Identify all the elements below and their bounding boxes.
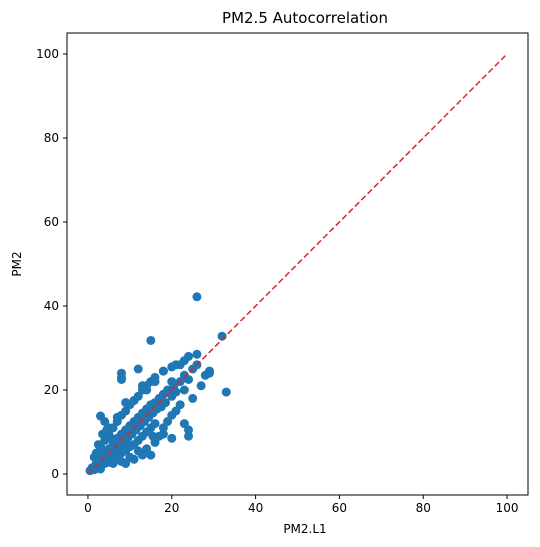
data-point bbox=[192, 349, 202, 359]
data-point bbox=[129, 454, 139, 464]
data-point bbox=[175, 400, 185, 410]
data-point bbox=[121, 459, 131, 468]
data-point bbox=[102, 425, 112, 435]
y-tick-label: 60 bbox=[44, 215, 59, 229]
x-tick-label: 0 bbox=[84, 501, 92, 515]
data-point bbox=[106, 433, 116, 443]
data-point bbox=[158, 366, 168, 376]
data-point bbox=[116, 375, 126, 384]
data-point bbox=[167, 377, 177, 387]
data-point bbox=[179, 385, 189, 395]
y-tick-label: 20 bbox=[44, 383, 59, 397]
y-axis-label: PM2 bbox=[10, 251, 24, 276]
data-point bbox=[148, 431, 158, 441]
data-point bbox=[146, 335, 156, 345]
x-axis: 0 20 40 60 80 100 bbox=[84, 495, 518, 515]
data-point bbox=[184, 425, 194, 435]
x-tick-label: 100 bbox=[496, 501, 519, 515]
x-tick-label: 40 bbox=[248, 501, 263, 515]
chart-title: PM2.5 Autocorrelation bbox=[222, 9, 388, 27]
scatter-points bbox=[85, 292, 231, 476]
x-axis-label: PM2.L1 bbox=[283, 522, 326, 536]
data-point bbox=[160, 398, 170, 408]
data-point bbox=[188, 393, 198, 403]
y-tick-label: 40 bbox=[44, 299, 59, 313]
data-point bbox=[184, 431, 194, 441]
data-point bbox=[221, 387, 231, 397]
data-point bbox=[196, 381, 206, 391]
data-point bbox=[142, 385, 152, 395]
data-point bbox=[137, 450, 147, 460]
x-tick-label: 20 bbox=[164, 501, 179, 515]
data-point bbox=[89, 452, 99, 462]
y-tick-label: 80 bbox=[44, 131, 59, 145]
data-point bbox=[217, 331, 227, 341]
data-point bbox=[129, 396, 139, 405]
reference-line-group bbox=[87, 53, 508, 475]
data-point bbox=[192, 292, 202, 302]
data-point bbox=[146, 450, 156, 460]
data-point bbox=[204, 368, 214, 378]
data-point bbox=[93, 440, 103, 450]
y-tick-label: 0 bbox=[51, 467, 59, 481]
x-tick-label: 60 bbox=[332, 501, 347, 515]
data-point bbox=[167, 433, 177, 443]
data-point bbox=[171, 387, 181, 397]
data-point bbox=[175, 360, 185, 370]
data-point bbox=[158, 429, 168, 439]
data-point bbox=[108, 459, 118, 468]
data-point bbox=[133, 364, 143, 374]
data-point bbox=[150, 377, 160, 387]
data-point bbox=[121, 398, 131, 408]
data-point bbox=[112, 412, 122, 422]
data-point bbox=[184, 351, 194, 361]
plot-frame bbox=[66, 32, 529, 496]
data-point bbox=[150, 419, 160, 429]
reference-line bbox=[87, 53, 508, 475]
y-axis: 0 20 40 60 80 100 bbox=[36, 47, 67, 481]
x-tick-label: 80 bbox=[416, 501, 431, 515]
y-tick-label: 100 bbox=[36, 47, 59, 61]
data-point bbox=[184, 375, 194, 384]
